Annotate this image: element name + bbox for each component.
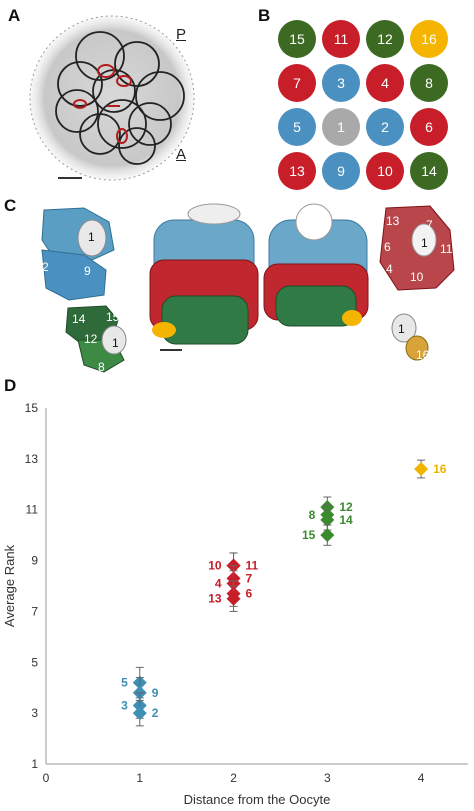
green-cluster-label-14: 14	[72, 312, 86, 326]
point-label-2: 2	[152, 706, 159, 720]
point-label-7: 7	[246, 571, 253, 585]
green-cluster-label-12: 12	[84, 332, 98, 346]
red-cluster-label-10: 10	[410, 270, 424, 284]
gold-cluster-label-16: 16	[416, 348, 430, 362]
red-cell-cluster	[379, 205, 455, 291]
grid-cell-7: 7	[278, 64, 316, 102]
y-tick-label: 9	[31, 554, 38, 568]
y-tick-label: 1	[31, 757, 38, 771]
red-cluster-label-6: 6	[384, 240, 391, 254]
x-tick-label: 2	[230, 771, 237, 785]
data-point-14	[320, 512, 335, 527]
panel-label-d: D	[4, 376, 17, 395]
red-cluster-label-1: 1	[421, 236, 428, 250]
grid-cell-14: 14	[410, 152, 448, 190]
grid-cell-4: 4	[366, 64, 404, 102]
data-point-16	[414, 462, 429, 477]
blue-cluster-label-2: 2	[42, 260, 49, 274]
green-cell-cluster	[65, 305, 127, 373]
grid-cell-2: 2	[366, 108, 404, 146]
point-label-11: 11	[246, 559, 259, 573]
point-label-10: 10	[208, 559, 222, 573]
data-point-2	[132, 706, 147, 721]
x-tick-label: 1	[136, 771, 143, 785]
point-label-4: 4	[215, 576, 222, 590]
point-label-8: 8	[309, 508, 316, 522]
y-tick-label: 5	[31, 655, 38, 669]
y-tick-label: 15	[25, 401, 39, 415]
assembled-view-right	[263, 203, 369, 327]
point-label-13: 13	[208, 592, 222, 606]
point-label-9: 9	[152, 686, 159, 700]
x-tick-label: 0	[43, 771, 50, 785]
grid-cell-6: 6	[410, 108, 448, 146]
blue-cell-cluster	[41, 207, 115, 301]
green-cluster-label-8: 8	[98, 360, 105, 374]
green-cluster-label-15: 15	[106, 310, 120, 324]
red-cluster-label-13: 13	[386, 214, 400, 228]
blue-cluster-label-3: 3	[114, 226, 121, 240]
y-tick-label: 11	[26, 503, 39, 517]
grid-cell-5: 5	[278, 108, 316, 146]
data-point-15	[320, 528, 335, 543]
point-label-16: 16	[433, 462, 447, 476]
panel-label-c: C	[4, 196, 17, 215]
grid-cell-3: 3	[322, 64, 360, 102]
point-label-12: 12	[339, 500, 353, 514]
panel-label-b: B	[258, 6, 271, 25]
reconstruction-labels: 5 3 1 2 9 14 15 12 1 8 13 7 6 1 11 4 10 1 16	[14, 200, 470, 380]
red-cluster-label-11: 11	[440, 242, 453, 256]
egg-chamber-micrograph	[29, 15, 195, 181]
grid-cell-13: 13	[278, 152, 316, 190]
blue-cluster-label-9: 9	[84, 264, 91, 278]
y-tick-label: 13	[25, 452, 39, 466]
grid-cell-10: 10	[366, 152, 404, 190]
grid-cell-11: 11	[322, 20, 360, 58]
y-tick-label: 7	[31, 604, 38, 618]
y-axis-title: Average Rank	[2, 544, 17, 627]
assembled-view-left	[149, 203, 259, 345]
cell-lineage-grid: 15 11 12 16 7 3 4 8 5 1 2 6 13 9 10 14	[278, 20, 460, 190]
grid-cell-1: 1	[322, 108, 360, 146]
gold-cell-cluster	[391, 313, 429, 361]
grid-cell-9: 9	[322, 152, 360, 190]
point-label-14: 14	[339, 513, 353, 527]
data-point-13	[226, 591, 241, 606]
blue-cluster-label-5: 5	[36, 218, 43, 232]
gold-cluster-label-1: 1	[398, 322, 405, 336]
x-tick-label: 4	[418, 771, 425, 785]
panel-label-a: A	[8, 6, 21, 25]
point-label-6: 6	[246, 587, 253, 601]
grid-cell-8: 8	[410, 64, 448, 102]
red-cluster-label-7: 7	[426, 218, 433, 232]
blue-cluster-label-1: 1	[88, 230, 95, 244]
grid-cell-15: 15	[278, 20, 316, 58]
grid-cell-12: 12	[366, 20, 404, 58]
point-label-5: 5	[121, 676, 128, 690]
y-tick-label: 3	[31, 706, 38, 720]
x-tick-label: 3	[324, 771, 331, 785]
green-cluster-label-1: 1	[112, 336, 119, 350]
x-axis-title: Distance from the Oocyte	[184, 792, 331, 807]
anterior-label: A	[176, 146, 187, 163]
posterior-label: P	[176, 26, 187, 43]
cell-reconstructions	[41, 203, 455, 373]
red-cluster-label-4: 4	[386, 262, 393, 276]
point-label-15: 15	[302, 528, 316, 542]
grid-cell-16: 16	[410, 20, 448, 58]
point-label-3: 3	[121, 699, 128, 713]
